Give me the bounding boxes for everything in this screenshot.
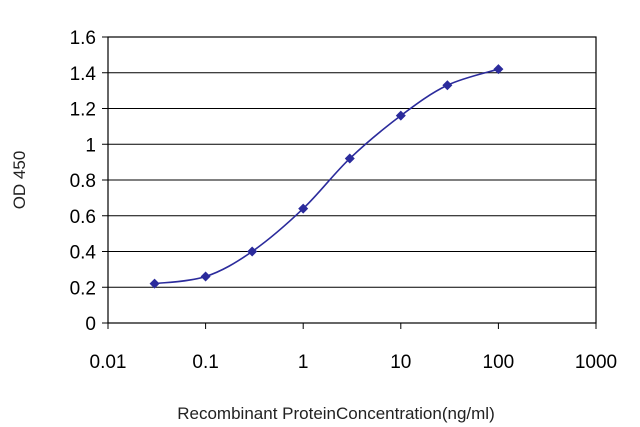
x-tick-label: 1 [298, 352, 309, 373]
data-point [344, 153, 355, 164]
y-tick-label: 1.6 [70, 28, 96, 49]
y-tick-label: 0 [85, 314, 96, 335]
y-tick-label: 0.2 [70, 278, 96, 299]
y-axis-ticks: 0 0.2 0.4 0.6 0.8 1 1.2 1.4 1.6 [70, 28, 108, 335]
y-tick-label: 0.6 [70, 207, 96, 228]
data-point [442, 80, 453, 91]
x-tick-label: 100 [483, 352, 515, 373]
x-axis-ticks: 0.01 0.1 1 10 100 1000 [90, 323, 617, 373]
data-point [395, 110, 406, 121]
x-tick-label: 0.01 [90, 352, 127, 373]
data-point [298, 203, 309, 214]
gridlines [108, 72, 596, 288]
data-point [493, 64, 504, 75]
data-point [149, 278, 160, 289]
data-point [200, 271, 211, 282]
x-axis-title: Recombinant ProteinConcentration(ng/ml) [177, 404, 495, 423]
y-tick-label: 1.4 [70, 64, 97, 85]
y-tick-label: 0.4 [70, 243, 97, 264]
x-tick-label: 1000 [575, 352, 617, 373]
series-line [154, 68, 499, 285]
x-tick-label: 10 [390, 352, 411, 373]
data-series [149, 64, 504, 289]
y-tick-label: 1 [85, 135, 96, 156]
x-tick-label: 0.1 [192, 352, 218, 373]
y-tick-label: 0.8 [70, 171, 96, 192]
data-point [247, 246, 258, 257]
y-tick-label: 1.2 [70, 100, 96, 121]
y-axis-title: OD 450 [10, 151, 29, 210]
